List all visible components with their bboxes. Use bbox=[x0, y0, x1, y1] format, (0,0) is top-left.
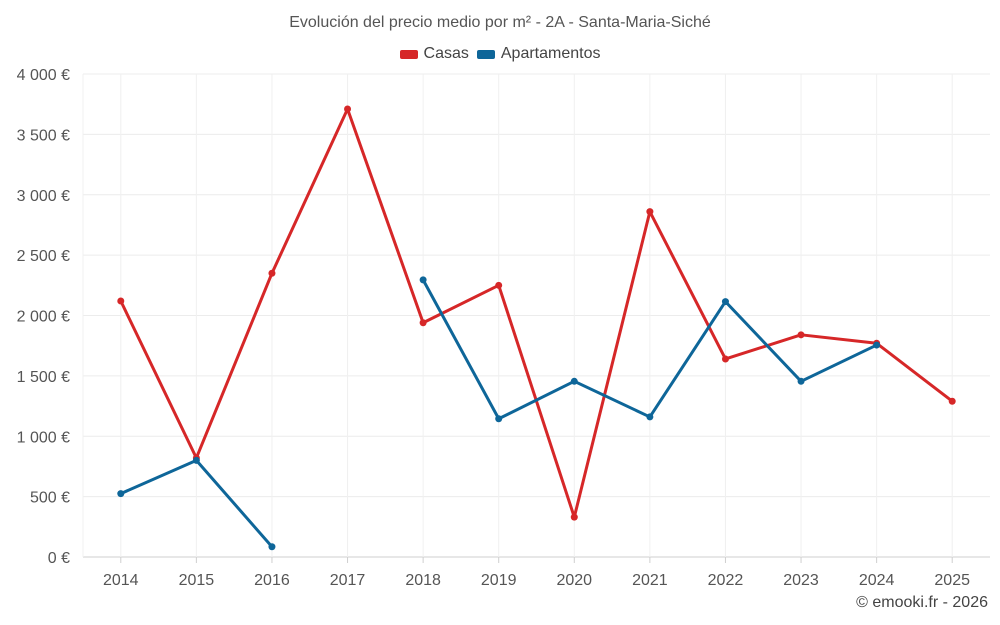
x-tick-label: 2014 bbox=[103, 572, 139, 589]
y-tick-label: 3 000 € bbox=[17, 188, 70, 205]
y-tick-label: 2 000 € bbox=[17, 309, 70, 326]
x-tick-label: 2021 bbox=[632, 572, 668, 589]
x-tick-label: 2019 bbox=[481, 572, 517, 589]
y-tick-label: 1 500 € bbox=[17, 369, 70, 386]
y-tick-label: 500 € bbox=[30, 490, 70, 507]
y-tick-label: 3 500 € bbox=[17, 127, 70, 144]
data-point-casas bbox=[721, 355, 729, 363]
data-point-casas bbox=[495, 281, 503, 289]
credit-text: © emooki.fr - 2026 bbox=[856, 594, 988, 611]
data-point-casas bbox=[419, 319, 427, 327]
y-tick-label: 0 € bbox=[48, 550, 70, 567]
x-tick-label: 2017 bbox=[330, 572, 366, 589]
data-point-apartamentos bbox=[873, 341, 881, 349]
legend: Casas Apartamentos bbox=[0, 45, 1000, 63]
data-point-casas bbox=[344, 105, 352, 113]
series-line-casas bbox=[119, 107, 954, 519]
x-tick-label: 2015 bbox=[179, 572, 215, 589]
data-point-apartamentos bbox=[192, 456, 200, 464]
data-point-apartamentos bbox=[268, 543, 276, 551]
data-point-casas bbox=[117, 297, 125, 305]
x-tick-label: 2018 bbox=[405, 572, 441, 589]
legend-swatch-casas bbox=[399, 49, 418, 59]
legend-swatch-apartamentos bbox=[476, 49, 495, 59]
y-tick-label: 4 000 € bbox=[17, 67, 70, 84]
data-point-apartamentos bbox=[797, 377, 805, 385]
data-point-casas bbox=[797, 331, 805, 339]
data-point-apartamentos bbox=[570, 377, 578, 385]
data-point-apartamentos bbox=[117, 490, 125, 498]
y-tick-label: 2 500 € bbox=[17, 248, 70, 265]
chart-title: Evolución del precio medio por m² - 2A -… bbox=[289, 14, 711, 31]
data-point-casas bbox=[570, 513, 578, 521]
x-tick-label: 2022 bbox=[708, 572, 744, 589]
data-point-casas bbox=[948, 397, 956, 405]
data-point-casas bbox=[268, 269, 276, 277]
data-point-apartamentos bbox=[419, 276, 427, 284]
x-tick-label: 2023 bbox=[783, 572, 819, 589]
data-point-apartamentos bbox=[646, 413, 654, 421]
legend-item-casas[interactable]: Casas bbox=[399, 45, 469, 63]
x-tick-label: 2025 bbox=[934, 572, 970, 589]
data-point-apartamentos bbox=[495, 415, 503, 423]
legend-label-apartamentos: Apartamentos bbox=[500, 45, 601, 62]
legend-label-casas: Casas bbox=[423, 45, 469, 62]
x-tick-label: 2024 bbox=[859, 572, 895, 589]
x-tick-label: 2016 bbox=[254, 572, 290, 589]
x-tick-label: 2020 bbox=[556, 572, 592, 589]
legend-item-apartamentos[interactable]: Apartamentos bbox=[476, 45, 601, 63]
y-tick-label: 1 000 € bbox=[17, 429, 70, 446]
data-point-apartamentos bbox=[721, 298, 729, 306]
data-point-casas bbox=[646, 208, 654, 216]
